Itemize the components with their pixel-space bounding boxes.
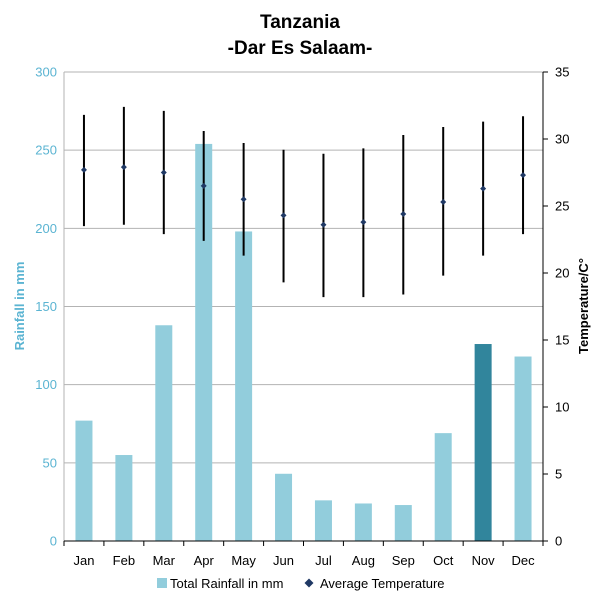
right-tick-label: 10 [555,400,569,415]
x-tick-label: Sep [392,553,415,568]
x-tick-label: Jul [315,553,332,568]
x-tick-label: Oct [433,553,454,568]
right-axis-label: Temperature/C° [576,258,591,354]
left-axis-ticks: 0 50 100 150 200 250 300 [35,65,57,549]
left-tick-label: 300 [35,65,57,80]
rainfall-bar [474,344,492,541]
average-temperature-point [360,219,367,226]
average-temperature-point [200,182,207,189]
legend-rainfall-label: Total Rainfall in mm [170,576,283,591]
average-temperature-point [440,198,447,205]
rainfall-bar [115,455,133,541]
x-tick-label: Feb [113,553,135,568]
right-tick-label: 25 [555,199,569,214]
right-tick-label: 20 [555,266,569,281]
chart-title-line1: Tanzania [260,12,340,33]
rainfall-bar [394,505,412,541]
legend-temperature-label: Average Temperature [320,576,445,591]
left-tick-label: 150 [35,299,57,314]
temperature-ranges [80,106,527,298]
average-temperature-point [280,212,287,219]
rainfall-bar [275,473,293,541]
left-tick-label: 50 [43,455,57,470]
right-tick-label: 5 [555,467,562,482]
average-temperature-point [80,166,87,173]
left-tick-label: 100 [35,377,57,392]
left-axis-label: Rainfall in mm [12,262,27,351]
rainfall-bar [354,503,372,541]
x-tick-label: Dec [511,553,535,568]
legend: Total Rainfall in mm Average Temperature [157,576,445,591]
rainfall-bar [195,143,213,541]
average-temperature-point [400,211,407,218]
x-tick-label: Nov [472,553,496,568]
legend-temperature-marker [304,578,314,588]
x-tick-label: Jun [273,553,294,568]
average-temperature-point [120,164,127,171]
chart-title-line2: -Dar Es Salaam- [228,38,373,59]
x-axis-ticks: Jan Feb Mar Apr May Jun Jul Aug Sep Oct Nov Dec [63,541,544,568]
average-temperature-point [160,169,167,176]
right-axis-ticks: 0 5 10 15 20 25 30 35 [543,65,569,549]
left-tick-label: 0 [50,534,57,549]
left-tick-label: 250 [35,143,57,158]
average-temperature-point [520,172,527,179]
rainfall-bar [434,433,452,541]
average-temperature-point [480,185,487,192]
rainfall-bar [235,231,253,541]
rainfall-bars [75,143,532,541]
right-tick-label: 30 [555,132,569,147]
legend-rainfall-swatch [157,578,167,588]
x-tick-label: Aug [352,553,375,568]
x-tick-label: Jan [73,553,94,568]
right-tick-label: 35 [555,65,569,80]
right-tick-label: 15 [555,333,569,348]
rainfall-bar [314,500,332,541]
rainfall-bar [75,420,93,541]
rainfall-bar [514,356,532,541]
average-temperature-point [320,221,327,228]
average-temperature-point [240,196,247,203]
rainfall-bar [155,325,173,541]
x-tick-label: May [231,553,256,568]
right-tick-label: 0 [555,534,562,549]
gridlines [64,71,543,542]
x-tick-label: Mar [153,553,176,568]
x-tick-label: Apr [194,553,215,568]
left-tick-label: 200 [35,221,57,236]
